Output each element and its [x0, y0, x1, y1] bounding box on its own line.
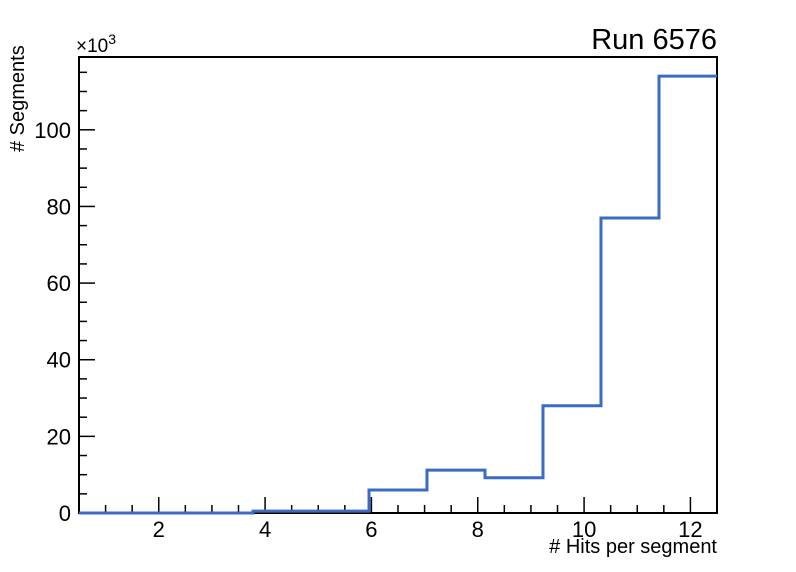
x-tick-label: 10 — [572, 517, 596, 542]
y-tick-label: 20 — [47, 424, 71, 449]
y-tick-label: 60 — [47, 271, 71, 296]
x-tick-label: 6 — [365, 517, 377, 542]
x-tick-label: 12 — [678, 517, 702, 542]
y-tick-label: 100 — [34, 118, 71, 143]
y-tick-label: 40 — [47, 348, 71, 373]
axis-tick-labels: 2 4 6 8 10 12 0 20 40 60 80 100 — [34, 118, 702, 542]
axis-ticks — [79, 71, 692, 514]
x-axis-title: # Hits per segment — [549, 536, 717, 558]
chart-title: Run 6576 — [591, 24, 717, 56]
y-tick-label: 80 — [47, 194, 71, 219]
histogram-line — [79, 74, 717, 515]
x-tick-label: 2 — [153, 517, 165, 542]
y-axis-multiplier: ×103 — [76, 31, 116, 57]
x-tick-label: 4 — [259, 517, 271, 542]
y-tick-label: 0 — [59, 501, 71, 526]
plot-frame — [78, 56, 718, 514]
y-axis-title: # Segments — [7, 45, 29, 152]
y-axis-multiplier-base: ×10 — [76, 36, 108, 57]
x-tick-label: 8 — [472, 517, 484, 542]
y-axis-multiplier-exponent: 3 — [108, 31, 116, 47]
